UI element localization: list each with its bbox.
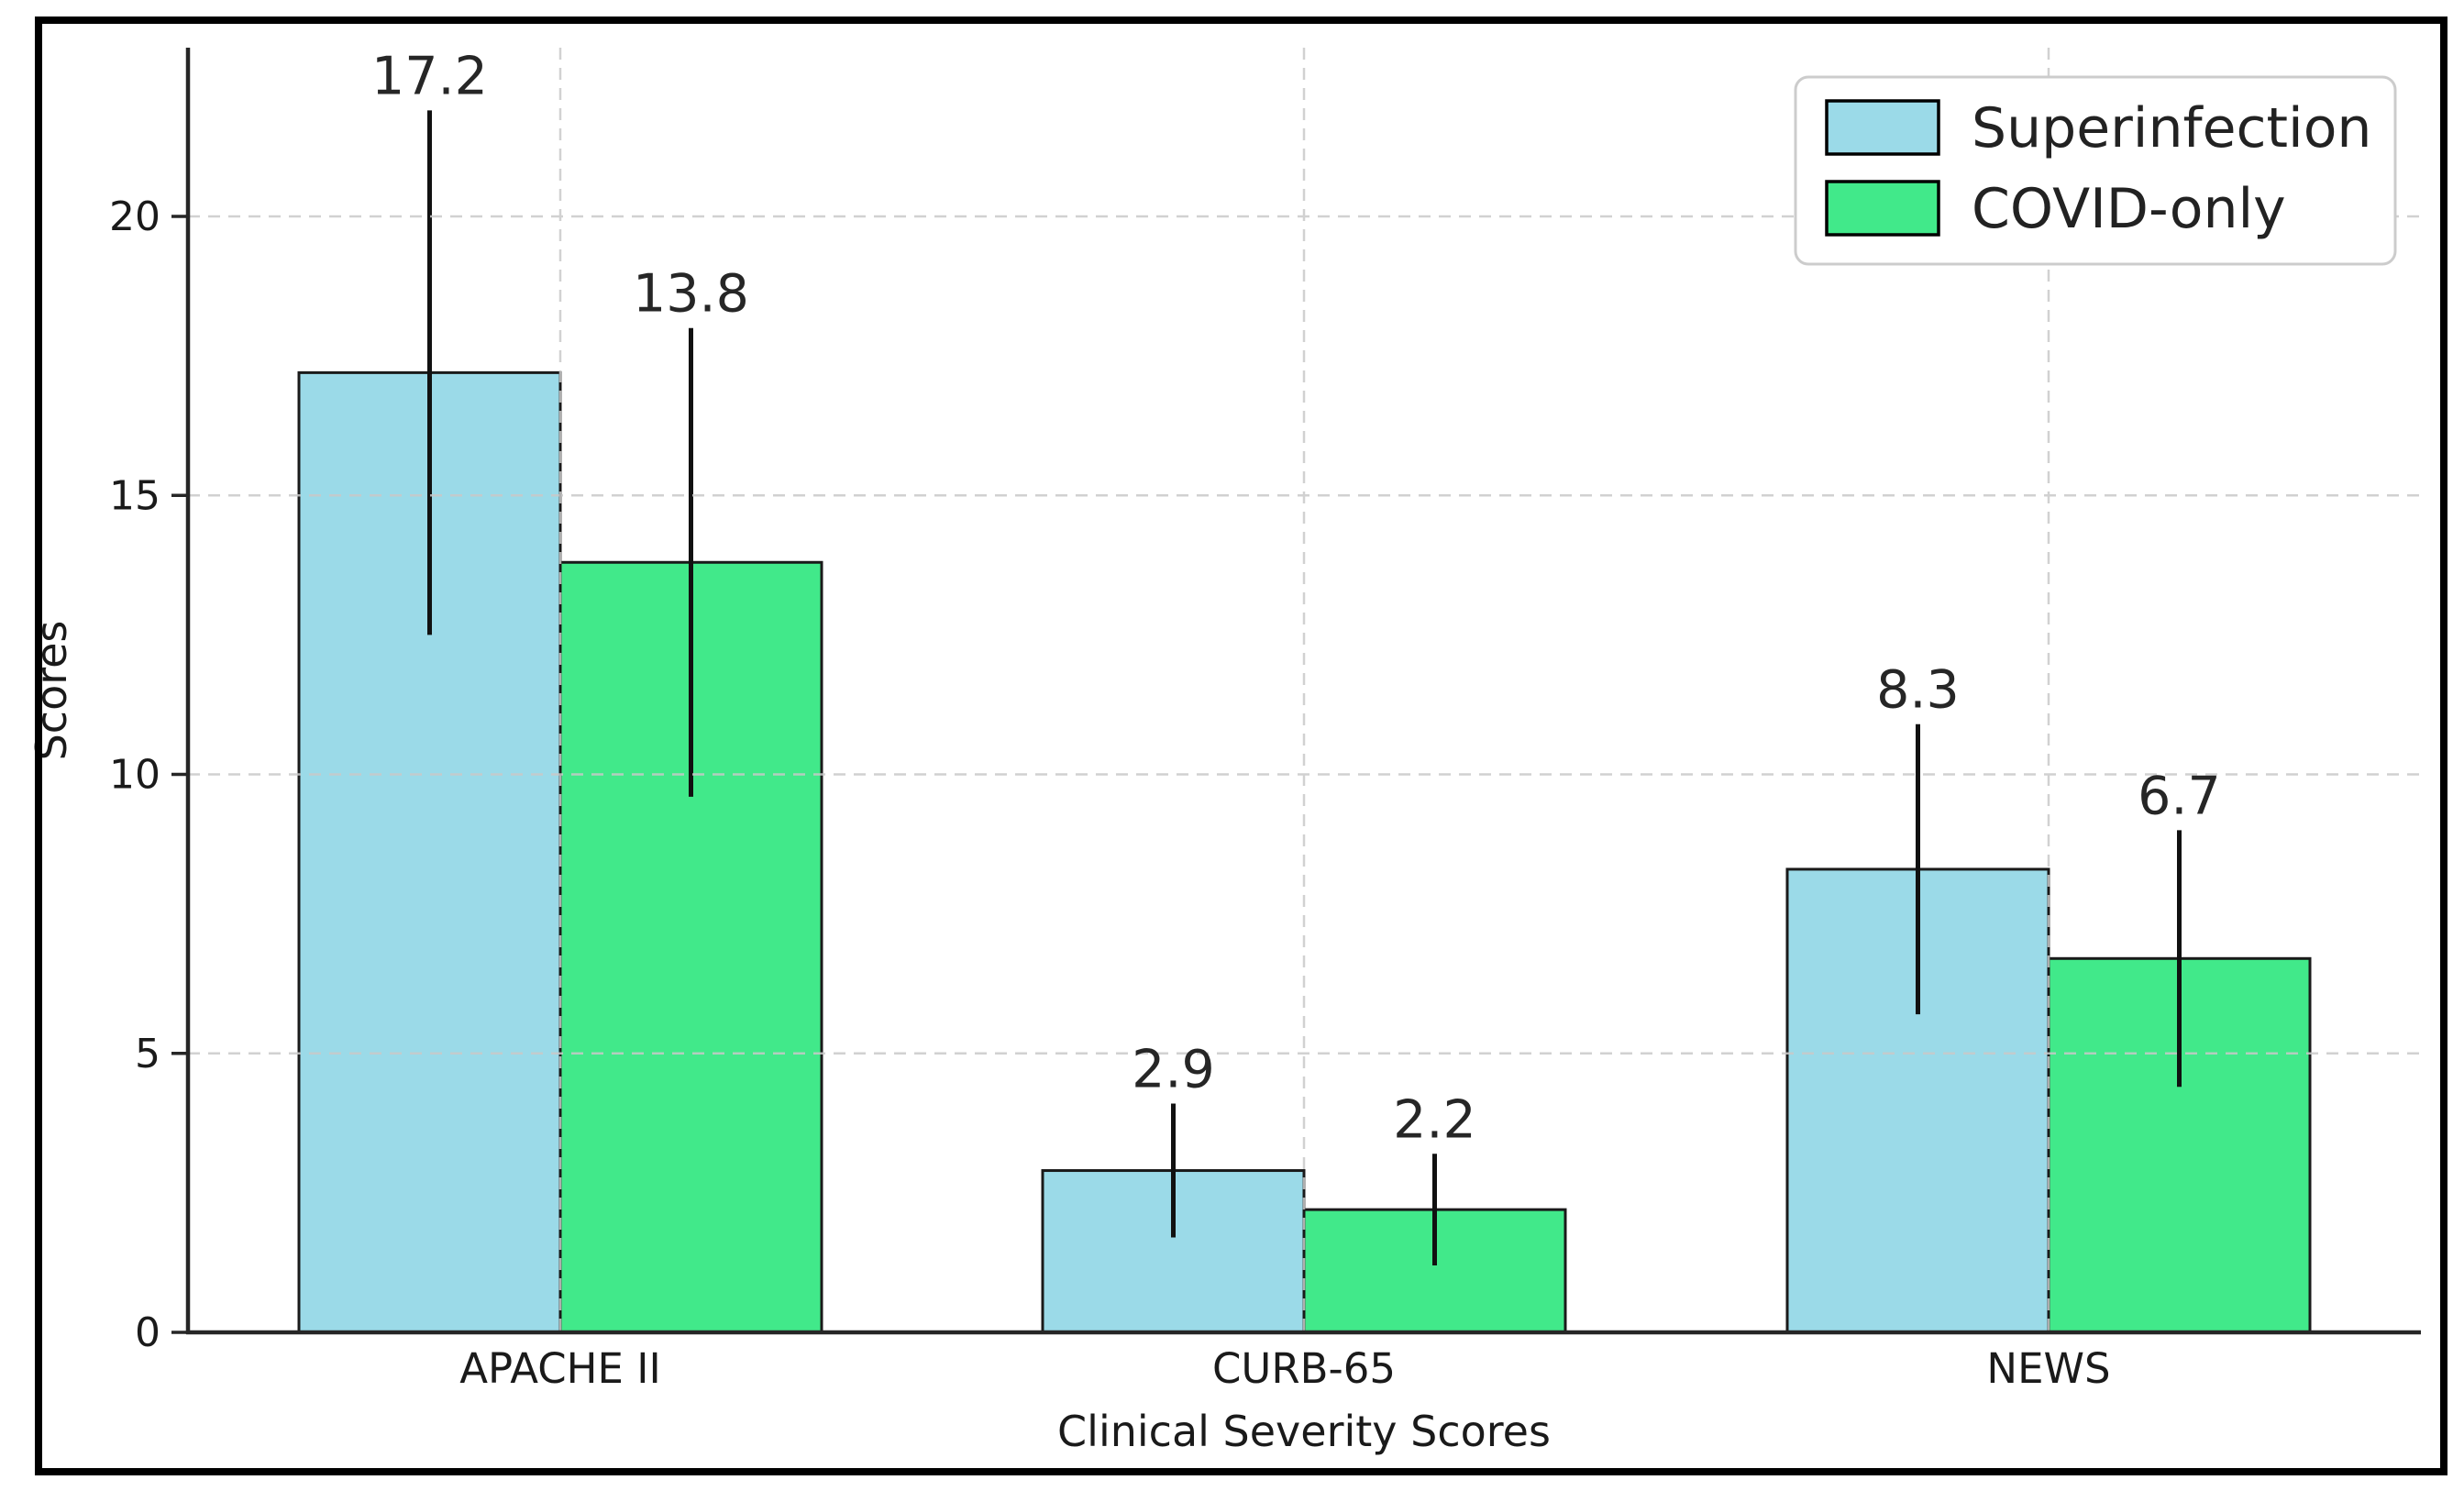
error-bars-layer: [427, 110, 2182, 1265]
figure-frame: [35, 17, 2447, 1475]
x-tick-label-curb-65: CURB-65: [1212, 1344, 1396, 1393]
value-label-superinfection-news: 8.3: [1876, 660, 1960, 721]
x-tick-label-news: NEWS: [1986, 1344, 2110, 1393]
value-label-covid-only-apache-ii: 13.8: [633, 264, 749, 325]
x-tick-label-apache-ii: APACHE II: [459, 1344, 661, 1393]
legend-swatch-covid-only: [1825, 180, 1940, 237]
bar-covid-only-curb-65: [1302, 1208, 1567, 1334]
y-tick-label-0: 0: [135, 1309, 160, 1356]
value-label-superinfection-curb-65: 2.9: [1132, 1040, 1215, 1100]
x-axis-title: Clinical Severity Scores: [1057, 1407, 1551, 1456]
legend-label-covid-only: COVID-only: [1972, 177, 2286, 241]
y-axis-title: Scores: [27, 621, 76, 761]
legend-box: [1794, 75, 2397, 266]
y-tick-label-10: 10: [109, 752, 160, 799]
value-label-superinfection-apache-ii: 17.2: [371, 46, 488, 106]
y-tick-label-5: 5: [135, 1031, 160, 1077]
legend-swatch-superinfection: [1825, 99, 1940, 156]
value-label-covid-only-curb-65: 2.2: [1393, 1089, 1476, 1150]
value-label-covid-only-news: 6.7: [2138, 766, 2221, 826]
plot-area: 0 5 10 15 20 17.2 13.8 2.9 2.2 8.3 6.7: [109, 46, 2421, 1356]
legend: Superinfection COVID-only: [1794, 75, 2397, 266]
grid-layer: [188, 48, 2421, 1332]
y-tick-label-20: 20: [109, 193, 160, 240]
y-tick-label-15: 15: [109, 472, 160, 519]
legend-label-superinfection: Superinfection: [1972, 96, 2371, 160]
